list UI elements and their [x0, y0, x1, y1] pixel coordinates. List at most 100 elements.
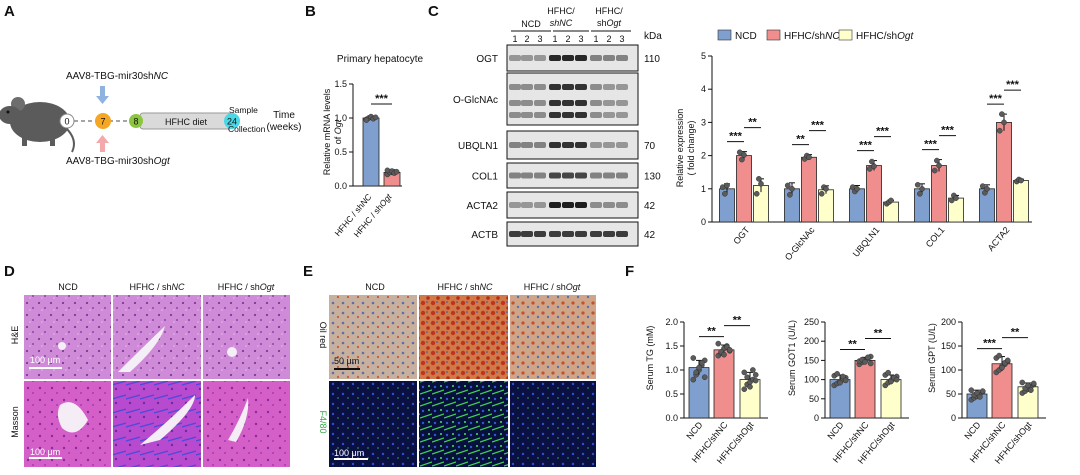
chartF3-sig-label: ***: [983, 338, 997, 350]
chartF1-data-point: [744, 374, 750, 381]
chart-c-data-point: [789, 185, 795, 192]
blot-band: [603, 172, 615, 179]
chart-c-data-point: [739, 156, 745, 163]
blot-band: [509, 100, 521, 106]
he-vessel-shnc: [118, 326, 165, 372]
chart-c-bar: [849, 188, 865, 223]
chart-c-bar: [1013, 180, 1029, 223]
chart-c-sig-label: ***: [729, 131, 743, 143]
chartF3-data-point: [974, 390, 980, 396]
blot-band: [509, 231, 521, 237]
mouse-icon: [0, 97, 75, 153]
he-image-ncd: [24, 295, 111, 379]
blot-band: [603, 112, 615, 118]
chartF2-sig-label: **: [848, 339, 857, 351]
blot-band: [575, 142, 587, 148]
chart-b-bar: [362, 117, 380, 187]
chartF1-bar: [713, 349, 735, 419]
blot-band: [521, 172, 533, 179]
blot-band: [603, 100, 615, 106]
chartF1-data-point: [726, 347, 733, 353]
chart-c-data-point: [1001, 119, 1007, 126]
blot-band: [521, 202, 533, 208]
chartF2-data-point: [837, 379, 843, 386]
chartF2-data-point: [885, 369, 891, 376]
diet-label: HFHC diet: [165, 117, 208, 127]
chartF3-data-point: [1028, 387, 1034, 393]
blot-band: [603, 231, 615, 237]
blot-band: [575, 84, 587, 90]
chartF1-cat-label: NCD: [684, 419, 705, 441]
chart-c-data-point: [818, 190, 825, 197]
d-col-shogt: HFHC / shOgt: [218, 282, 275, 292]
blot-band: [509, 172, 521, 179]
panel-b: B Primary hepatocyte Relative mRNA level…: [305, 3, 424, 239]
blot-band: [590, 172, 602, 179]
chartF1-data-point: [747, 383, 753, 390]
chartF2-data-point: [867, 360, 874, 367]
western-blots: OGT 110 O-GlcNAc UBQLN1 70 COL1 130 ACTA2 42 ACTB…: [453, 44, 661, 247]
blot-band: [616, 84, 628, 90]
chart-c-sig-label: ***: [1006, 79, 1020, 91]
week-0-node: [59, 113, 75, 129]
panel-a: A AAV8-TBG-mir30shNC HFHC diet 0 7 8 24 …: [0, 3, 302, 167]
chart-c-sig-label: **: [796, 134, 805, 146]
blot-band: [521, 231, 533, 237]
chart-c-data-point: [854, 185, 860, 192]
chartF1-data-point: [693, 369, 699, 376]
legend-swatch-shogt: [838, 29, 853, 41]
week-7-label: 7: [100, 117, 105, 127]
chart-c-data-point: [914, 182, 921, 188]
chartF2-ytick-label: 150: [804, 355, 819, 365]
legend-label-shogt: HFHC/shOgt: [856, 31, 914, 42]
collection-label: Collection: [228, 124, 266, 134]
blot-band: [575, 231, 587, 237]
blot-kda: 70: [644, 141, 656, 152]
chart-c-cat-label: OGT: [731, 224, 752, 246]
chartF3-ytick-label: 200: [941, 317, 956, 327]
sample-label: Sample: [229, 105, 258, 115]
week-7-node: [95, 113, 111, 129]
chart-c-data-point: [936, 162, 942, 169]
blot-band: [590, 100, 602, 106]
blot-band: [616, 172, 628, 179]
chartF1-data-point: [690, 376, 697, 383]
chartF3-data-point: [979, 388, 986, 394]
blot-band: [575, 202, 587, 208]
panel-f: F Serum TG (mM) Serum GOT1 (U/L) Serum G…: [625, 263, 1046, 466]
chart-c-sig-label: ***: [811, 120, 825, 132]
chart-b-data-point: [363, 117, 370, 123]
chartF3-ytick-label: 0: [951, 413, 956, 423]
blot-band: [549, 202, 561, 208]
chart-b-title: Primary hepatocyte: [337, 54, 424, 65]
lane-number: 3: [619, 34, 624, 44]
e-scale-label-top: 50 μm: [334, 356, 359, 366]
d-col-shnc: HFHC / shNC: [129, 282, 185, 292]
panel-e: E NCD HFHC / shNC HFHC / shOgt Oil red F…: [303, 263, 596, 467]
chartF3-data-point: [1004, 357, 1011, 364]
blot-band: [562, 202, 574, 208]
masson-vessel-ncd: [57, 402, 88, 433]
chartF1-sig-label: **: [707, 326, 716, 338]
e-row-f480: F4/80: [318, 410, 328, 433]
chart-c-data-point: [741, 152, 747, 158]
oilred-image-shnc: [419, 295, 508, 379]
week-8-label: 8: [133, 117, 138, 127]
time-label: Time: [273, 110, 295, 121]
blot-band: [509, 202, 521, 208]
blot-group-shnc-line1: HFHC/: [547, 6, 575, 16]
lane-number: 1: [552, 34, 557, 44]
chart-c-data-point: [869, 158, 875, 165]
chartF3-ytick-label: 100: [941, 365, 956, 375]
blot-band: [534, 231, 546, 237]
blot-group-shnc-line2: shNC: [550, 18, 573, 28]
chart-b-ytick-label: 1.0: [334, 113, 347, 123]
blot-band: [590, 112, 602, 118]
chart-c-ytick-label: 2: [701, 151, 706, 161]
panel-label-c: C: [428, 3, 439, 20]
blot-group-shogt-line1: HFHC/: [595, 6, 623, 16]
legend-label-ncd: NCD: [735, 31, 757, 42]
blot-band: [575, 100, 587, 106]
chart-c-ytick-label: 4: [701, 84, 706, 94]
